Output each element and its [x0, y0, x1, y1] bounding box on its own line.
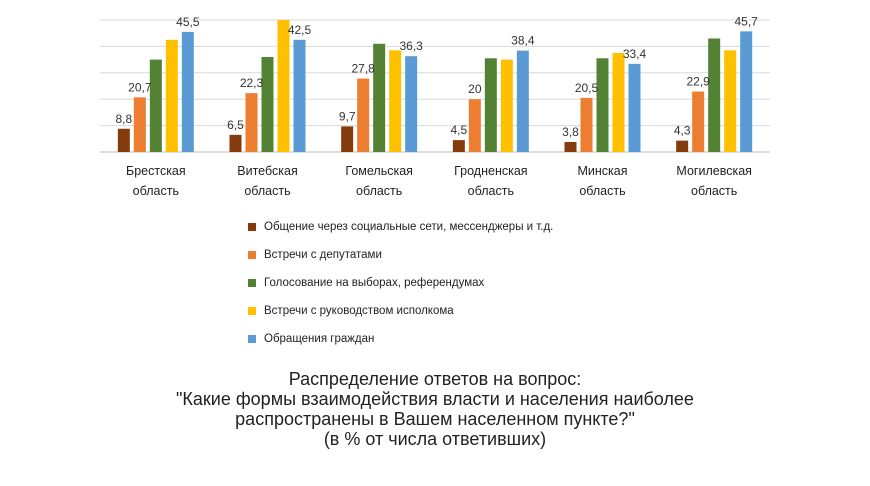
x-tick-label: область [579, 184, 625, 198]
x-tick-label: Гомельская [345, 164, 413, 178]
bar [500, 59, 513, 152]
bar [373, 43, 386, 153]
legend-swatch [248, 279, 256, 287]
data-label: 45,7 [734, 14, 758, 28]
x-tick-label: область [691, 184, 737, 198]
x-tick-label: Гродненская [454, 164, 527, 178]
data-label: 3,8 [562, 125, 579, 139]
data-label: 4,3 [674, 124, 691, 138]
bar [245, 93, 258, 152]
bar [133, 97, 146, 152]
bar [341, 126, 354, 152]
bar [229, 134, 242, 152]
x-tick-label: Брестская [126, 164, 186, 178]
bar [484, 58, 497, 152]
bar [516, 50, 529, 152]
bar [708, 38, 721, 153]
bar [165, 39, 178, 152]
data-label: 38,4 [511, 34, 535, 48]
legend-item: Обращения граждан [248, 325, 553, 353]
legend-label: Встречи с депутатами [264, 249, 382, 261]
bar [612, 53, 625, 152]
data-labels: 8,8 20,7 45,5 6,5 22,3 42,5 9,7 27,8 36,3 4,5 20 38… [115, 14, 758, 139]
bar [580, 97, 593, 152]
caption-line: распространены в Вашем населенном пункте… [235, 409, 635, 429]
bar [405, 56, 418, 152]
bar [564, 141, 577, 152]
bar [452, 140, 465, 152]
x-tick-label: Могилевская [676, 164, 752, 178]
legend-swatch [248, 223, 256, 231]
bar [692, 91, 705, 152]
data-label: 45,5 [176, 15, 200, 29]
gridlines [100, 19, 770, 153]
legend-item: Голосование на выборах, референдумах [248, 269, 553, 297]
x-tick-label: Витебская [237, 164, 297, 178]
bar [740, 31, 753, 153]
bar [181, 31, 194, 153]
bar [724, 50, 737, 152]
bar [676, 140, 689, 152]
legend-item: Встречи с депутатами [248, 241, 553, 269]
data-label: 4,5 [450, 123, 467, 137]
bar [357, 78, 370, 152]
bar [149, 59, 162, 152]
caption-line: "Какие формы взаимодействия власти и нас… [176, 389, 694, 409]
legend-label: Голосование на выборах, референдумах [264, 277, 485, 289]
caption-line: Распределение ответов на вопрос: [288, 369, 582, 389]
data-label: 20,5 [575, 81, 599, 95]
legend-label: Общение через социальные сети, мессендже… [264, 221, 554, 233]
legend-label: Обращения граждан [264, 333, 375, 345]
data-label: 27,8 [351, 62, 375, 76]
bar [468, 99, 481, 152]
bar [293, 39, 306, 152]
data-label: 6,5 [227, 118, 244, 132]
x-tick-label: Минская [577, 164, 627, 178]
chart-caption: Распределение ответов на вопрос: "Какие … [0, 369, 870, 449]
bar [277, 20, 290, 152]
legend-item: Встречи с руководством исполкома [248, 297, 553, 325]
bars [117, 20, 753, 153]
legend-label: Встречи с руководством исполкома [264, 305, 454, 317]
bar [261, 56, 274, 152]
bar [117, 128, 130, 152]
bar [628, 63, 641, 152]
data-label: 8,8 [115, 112, 132, 126]
data-label: 20,7 [128, 80, 152, 94]
data-label: 9,7 [339, 109, 356, 123]
data-label: 33,4 [623, 47, 647, 61]
x-tick-label: область [244, 184, 290, 198]
data-label: 22,9 [686, 75, 710, 89]
data-label: 22,3 [240, 76, 264, 90]
legend-item: Общение через социальные сети, мессендже… [248, 213, 553, 241]
legend-swatch [248, 335, 256, 343]
caption-line: (в % от числа ответивших) [323, 429, 547, 449]
data-label: 36,3 [399, 39, 423, 53]
x-tick-label: область [356, 184, 402, 198]
bar-chart: 8,8 20,7 45,5 6,5 22,3 42,5 9,7 27,8 36,3 4,5 20 38… [100, 14, 770, 198]
bar [596, 58, 609, 152]
x-tick-label: область [133, 184, 179, 198]
data-label: 42,5 [288, 23, 312, 37]
bar [389, 50, 402, 152]
legend-swatch [248, 307, 256, 315]
legend-swatch [248, 251, 256, 259]
data-label: 20 [468, 82, 482, 96]
x-tick-labels: Брестская область Витебская область Гомельск… [126, 164, 752, 198]
legend: Общение через социальные сети, мессендже… [248, 213, 553, 353]
x-tick-label: область [468, 184, 514, 198]
